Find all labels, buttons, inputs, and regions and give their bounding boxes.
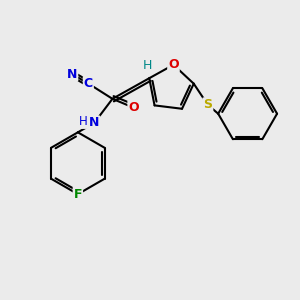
- Text: S: S: [203, 98, 212, 111]
- Text: N: N: [67, 68, 77, 81]
- Text: N: N: [89, 116, 99, 130]
- Text: H: H: [143, 59, 152, 72]
- Text: F: F: [74, 188, 82, 201]
- Text: C: C: [84, 77, 93, 90]
- Text: H: H: [79, 115, 87, 128]
- Text: O: O: [128, 101, 139, 114]
- Text: O: O: [168, 58, 179, 71]
